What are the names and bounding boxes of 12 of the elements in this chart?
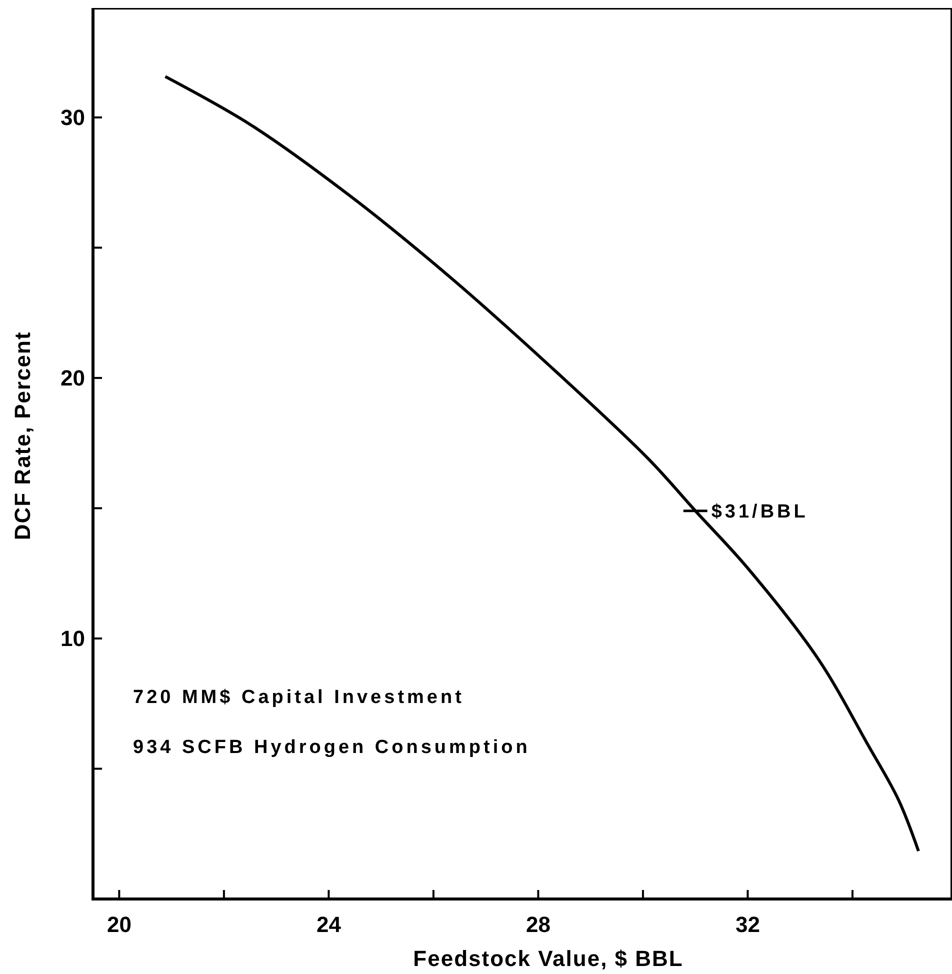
x-axis-title: Feedstock Value, $ BBL [413,946,684,971]
y-tick-label: 20 [60,366,85,391]
annotation: $31/BBL [711,501,808,522]
y-axis-title: DCF Rate, Percent [10,331,35,540]
y-tick-label: 10 [60,626,85,652]
x-tick-label: 24 [316,912,342,937]
x-tick-label: 28 [526,912,550,937]
x-tick-label: 20 [106,912,132,937]
annotation: 720 MM$ Capital Investment [133,686,464,708]
y-tick-label: 30 [60,105,85,130]
annotation: 934 SCFB Hydrogen Consumption [133,736,530,758]
x-tick-label: 32 [735,912,760,937]
